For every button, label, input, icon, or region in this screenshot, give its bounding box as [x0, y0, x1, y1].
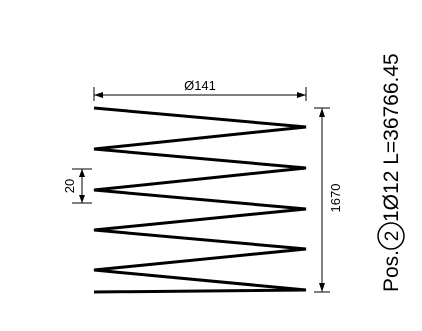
diameter-label: Ø141 — [184, 78, 216, 93]
diameter-dimension: Ø141 — [93, 78, 307, 101]
position-number: 2 — [382, 231, 403, 242]
position-annotation: Pos. 2 1Ø12 L=36766.45 — [377, 53, 405, 292]
length-label: 1670 — [328, 184, 343, 213]
position-spec: 1Ø12 L=36766.45 — [380, 53, 403, 222]
pitch-dimension: 20 — [62, 168, 92, 204]
length-dimension: 1670 — [314, 107, 343, 293]
position-number-circle — [377, 222, 405, 250]
spiral-zigzag — [93, 106, 307, 294]
position-prefix: Pos. — [380, 250, 403, 292]
pitch-label: 20 — [62, 179, 77, 193]
